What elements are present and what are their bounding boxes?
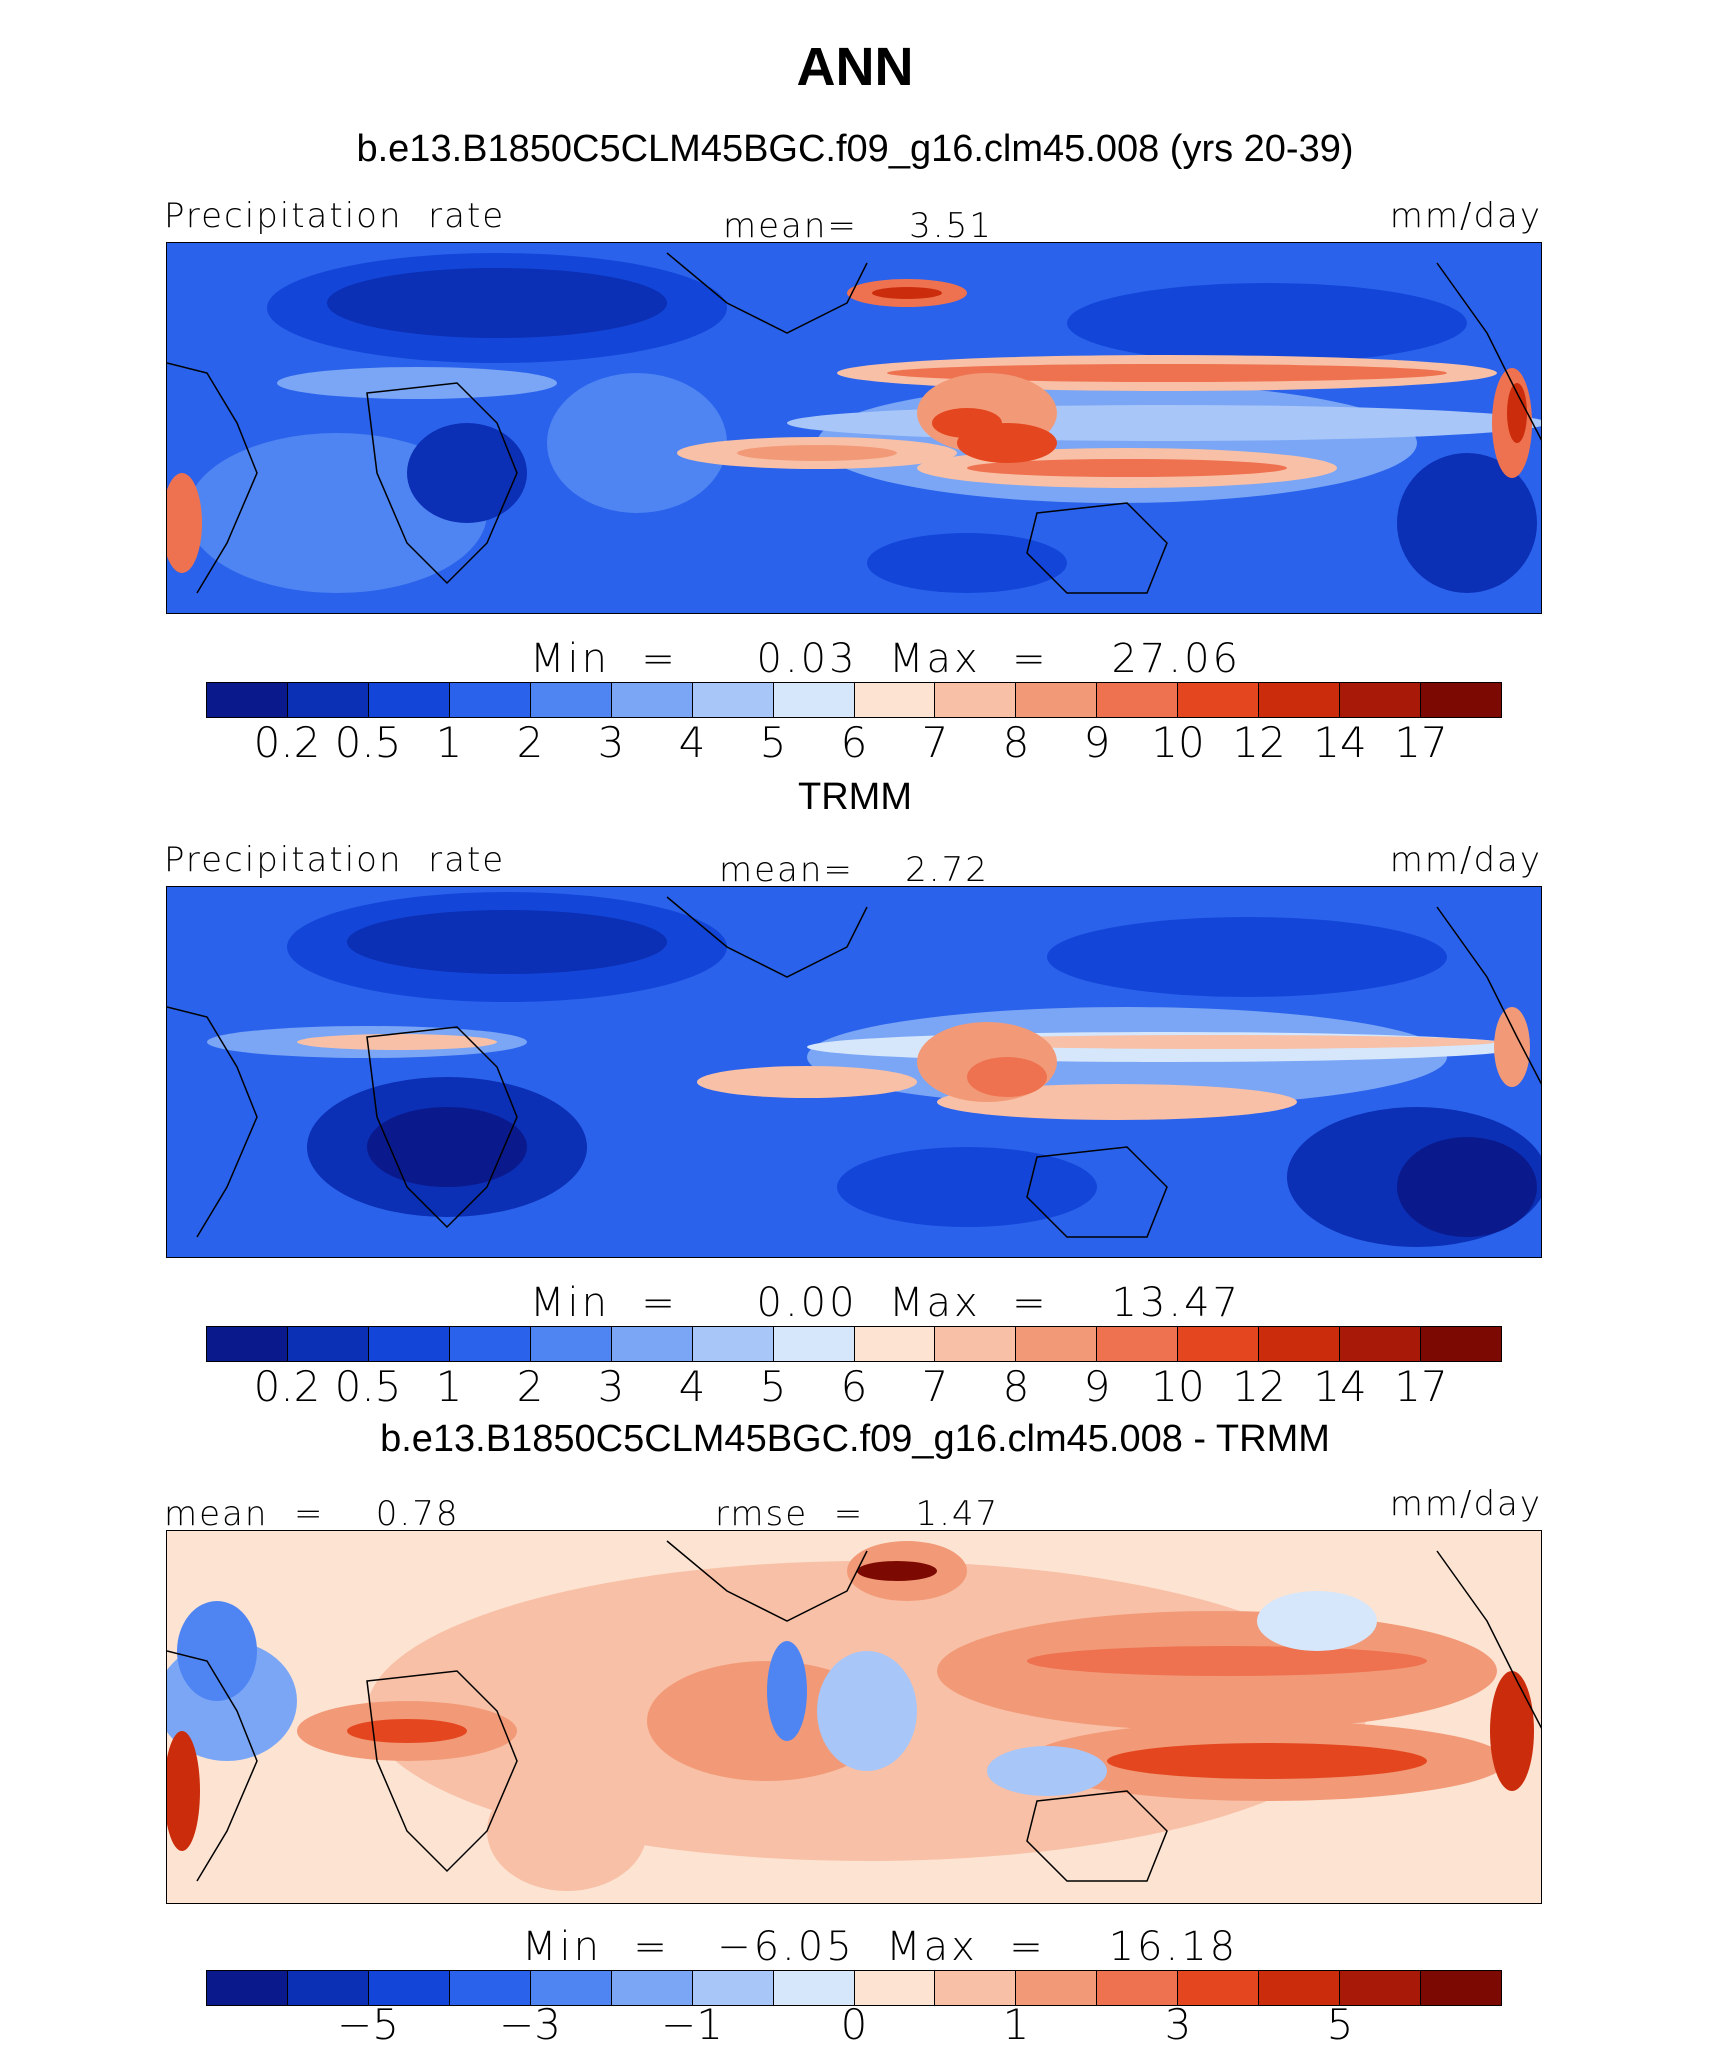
- panel3-mean-label: mean = 0.78: [164, 1494, 460, 1534]
- colorbar-tick: 2: [516, 1362, 544, 1411]
- panel1-minmax: Min = 0.03 Max = 27.06: [530, 636, 1241, 682]
- panel1-colorbar: [206, 682, 1502, 718]
- colorbar-tick: 3: [597, 1362, 625, 1411]
- panel2-colorbar: [206, 1326, 1502, 1362]
- colorbar-tick: 1: [435, 718, 463, 767]
- colorbar-tick: 12: [1232, 718, 1286, 767]
- panel1-subtitle: b.e13.B1850C5CLM45BGC.f09_g16.clm45.008 …: [356, 128, 1354, 170]
- panel1-variable-label: Precipitation rate: [164, 196, 506, 236]
- colorbar-tick: 4: [678, 1362, 706, 1411]
- colorbar-tick: 4: [678, 718, 706, 767]
- colorbar-tick: 5: [1326, 2004, 1354, 2049]
- panel2-colorbar-ticks: 0.2 0.5 1 2 3 4 5 6 7 8 9 10 12 14 17: [0, 1362, 1710, 1422]
- panel2-minmax: Min = 0.00 Max = 13.47: [530, 1280, 1241, 1326]
- panel2-precip-map: [166, 886, 1542, 1258]
- panel3-units-label: mm/day: [1389, 1484, 1542, 1524]
- figure-title: ANN: [796, 37, 914, 97]
- colorbar-tick: 9: [1083, 718, 1111, 767]
- panel2-units-label: mm/day: [1389, 840, 1542, 880]
- colorbar-tick: 9: [1083, 1362, 1111, 1411]
- colorbar-tick: 0: [840, 2004, 868, 2049]
- colorbar-tick: 6: [840, 718, 868, 767]
- colorbar-tick: 7: [921, 718, 949, 767]
- panel3-minmax: Min = −6.05 Max = 16.18: [522, 1924, 1239, 1970]
- colorbar-tick: 17: [1394, 718, 1448, 767]
- colorbar-tick: 17: [1394, 1362, 1448, 1411]
- panel1-units-label: mm/day: [1389, 196, 1542, 236]
- panel2-subtitle: TRMM: [798, 776, 912, 818]
- colorbar-tick: 1: [1002, 2004, 1030, 2049]
- panel3-difference-map: [166, 1530, 1542, 1904]
- colorbar-tick: 5: [759, 718, 787, 767]
- colorbar-tick: 12: [1232, 1362, 1286, 1411]
- panel3-colorbar-ticks: −5 −3 −1 0 1 3 5: [0, 2004, 1710, 2050]
- colorbar-tick: 0.2: [253, 718, 321, 767]
- colorbar-tick: 8: [1002, 718, 1030, 767]
- colorbar-tick: −5: [337, 2004, 399, 2049]
- panel1-mean-label: mean= 3.51: [723, 206, 993, 246]
- colorbar-tick: 3: [1164, 2004, 1192, 2049]
- panel3-rmse-label: rmse = 1.47: [715, 1494, 1000, 1534]
- colorbar-tick: 10: [1151, 718, 1205, 767]
- colorbar-tick: 2: [516, 718, 544, 767]
- colorbar-tick: −1: [661, 2004, 723, 2049]
- colorbar-tick: 10: [1151, 1362, 1205, 1411]
- colorbar-tick: 6: [840, 1362, 868, 1411]
- colorbar-tick: 8: [1002, 1362, 1030, 1411]
- colorbar-tick: 7: [921, 1362, 949, 1411]
- colorbar-tick: 3: [597, 718, 625, 767]
- colorbar-tick: 0.5: [334, 1362, 402, 1411]
- panel3-colorbar: [206, 1970, 1502, 2006]
- colorbar-tick: 1: [435, 1362, 463, 1411]
- colorbar-tick: 14: [1313, 1362, 1367, 1411]
- panel1-precip-map: [166, 242, 1542, 614]
- panel2-variable-label: Precipitation rate: [164, 840, 506, 880]
- colorbar-tick: 14: [1313, 718, 1367, 767]
- panel1-colorbar-ticks: 0.2 0.5 1 2 3 4 5 6 7 8 9 10 12 14 17: [0, 718, 1710, 778]
- colorbar-tick: 5: [759, 1362, 787, 1411]
- panel2-mean-label: mean= 2.72: [719, 850, 989, 890]
- colorbar-tick: 0.5: [334, 718, 402, 767]
- colorbar-tick: −3: [499, 2004, 561, 2049]
- panel3-subtitle: b.e13.B1850C5CLM45BGC.f09_g16.clm45.008 …: [380, 1418, 1330, 1460]
- colorbar-tick: 0.2: [253, 1362, 321, 1411]
